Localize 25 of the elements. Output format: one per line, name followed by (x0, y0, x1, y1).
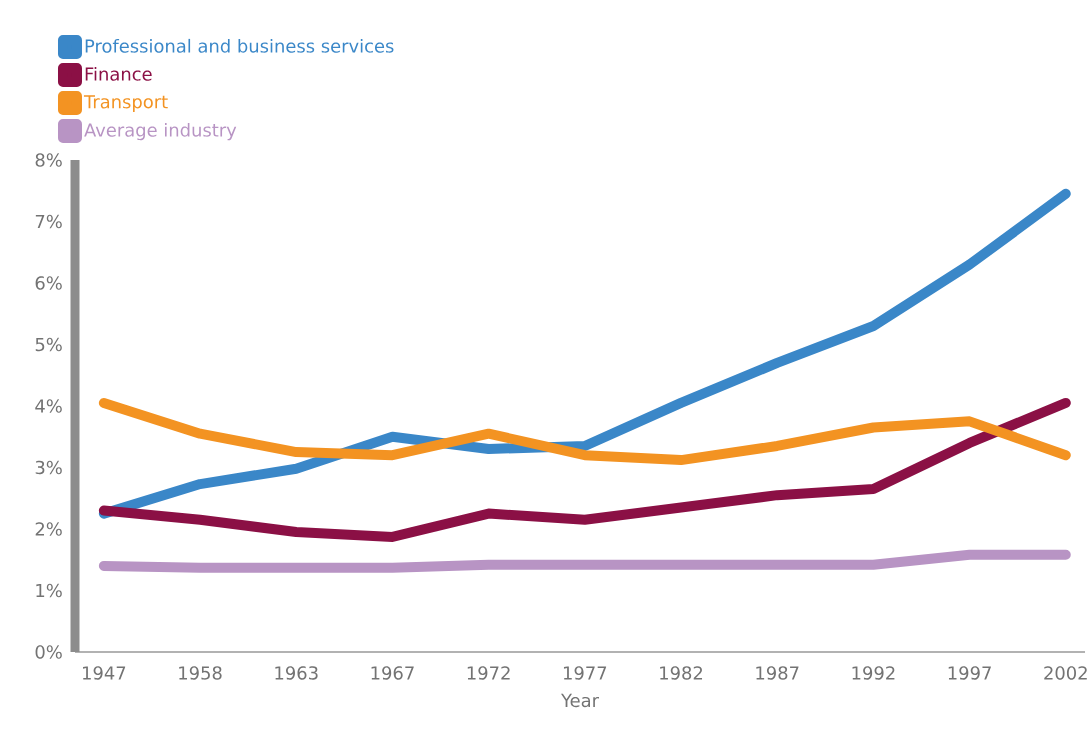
x-tick-label: 1967 (371, 666, 414, 680)
x-tick-label: 1958 (179, 666, 222, 680)
y-tick-label: 2% (35, 522, 62, 536)
y-tick-label: 7% (35, 214, 62, 229)
legend-label: Finance (85, 66, 152, 81)
x-tick-label: 1963 (275, 666, 318, 680)
y-tick-label: 0% (35, 645, 62, 659)
x-tick-label: 1992 (852, 666, 895, 680)
y-tick-label: 4% (35, 399, 62, 413)
x-tick-label: 1977 (563, 666, 607, 680)
x-tick-label: 1947 (83, 666, 126, 680)
x-tick-label: 1982 (660, 666, 703, 680)
legend-label: Average industry (84, 122, 237, 141)
y-tick-label: 8% (35, 153, 62, 167)
y-tick-label: 5% (35, 337, 62, 352)
legend-label: Professional and business services (85, 38, 394, 53)
y-tick-label: 6% (35, 276, 62, 290)
x-tick-label: 2002 (1044, 666, 1087, 680)
x-tick-label: 1997 (948, 666, 991, 680)
y-tick-label: 3% (35, 460, 62, 475)
legend-label: Transport (83, 95, 168, 112)
x-axis-title: Year (561, 693, 600, 708)
x-tick-label: 1972 (467, 666, 510, 680)
y-tick-label: 1% (36, 583, 62, 598)
x-tick-label: 1987 (756, 666, 799, 680)
